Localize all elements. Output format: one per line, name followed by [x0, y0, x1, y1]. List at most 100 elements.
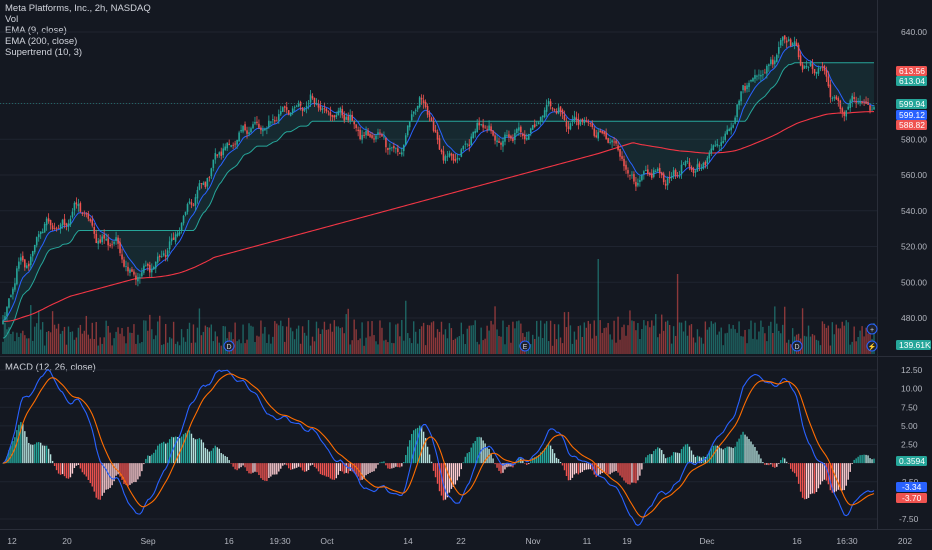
macd-histogram-bar [470, 447, 472, 464]
macd-histogram-bar [454, 463, 457, 485]
price-badge [896, 66, 927, 76]
macd-histogram-bar [103, 463, 105, 493]
macd-histogram-bar [53, 463, 56, 466]
macd-histogram-bar [627, 463, 629, 485]
macd-histogram-bar [478, 436, 480, 464]
volume-bar [728, 324, 730, 354]
volume-bar [861, 326, 863, 354]
volume-bar [760, 320, 762, 354]
volume-bar [351, 340, 353, 354]
macd-histogram-bar [264, 463, 266, 481]
volume-bar [355, 329, 357, 354]
macd-histogram-bar [125, 463, 127, 485]
candle-body [244, 124, 246, 131]
volume-bar [252, 326, 254, 354]
volume-bar [26, 338, 28, 354]
candle-body [654, 170, 657, 172]
candle-body [119, 242, 121, 254]
macd-histogram-bar [222, 454, 224, 464]
macd-histogram-bar [835, 463, 838, 492]
volume-bar [16, 332, 18, 354]
macd-histogram-bar [528, 463, 530, 465]
volume-bar [264, 326, 266, 354]
volume-bar [105, 320, 107, 354]
add-indicator-icon[interactable]: + [866, 323, 878, 335]
macd-histogram-bar [825, 463, 828, 481]
candle-body [236, 140, 238, 145]
volume-bar [159, 315, 161, 354]
dividend-icon[interactable]: D [223, 340, 235, 352]
macd-histogram-bar [216, 447, 218, 464]
volume-bar [766, 341, 768, 354]
candle-body [456, 158, 459, 160]
macd-histogram-bar [244, 463, 246, 468]
volume-bar [95, 321, 97, 354]
macd-histogram-bar [655, 449, 657, 464]
earnings-icon[interactable]: E [519, 340, 531, 352]
candle-body [39, 231, 42, 235]
candle-body [524, 134, 526, 140]
volume-bar [512, 321, 514, 354]
lightning-icon[interactable]: ⚡ [866, 340, 878, 352]
macd-histogram-bar [688, 446, 691, 464]
macd-histogram-bar [260, 463, 262, 479]
dividend-icon[interactable]: D [791, 340, 803, 352]
candle-body [190, 202, 193, 205]
macd-histogram-bar [742, 431, 744, 464]
macd-histogram-bar [506, 463, 508, 468]
candle-body [339, 107, 342, 113]
macd-histogram-bar [47, 448, 50, 464]
macd-histogram-bar [63, 463, 66, 477]
volume-bar [593, 320, 595, 354]
macd-histogram-bar [664, 458, 667, 464]
candle-body [327, 110, 330, 112]
candle-body [57, 228, 60, 229]
candle-body [363, 134, 365, 136]
volume-bar [125, 343, 127, 354]
candle-body [107, 238, 109, 246]
candle-body [601, 130, 603, 134]
candle-body [281, 107, 284, 112]
macd-histogram-bar [615, 463, 617, 471]
volume-bar [750, 320, 752, 354]
candle-body [768, 64, 770, 67]
time-tick-label: 202 [898, 536, 912, 546]
candle-body [131, 269, 133, 272]
macd-histogram-bar [81, 463, 84, 473]
volume-bar [81, 333, 84, 354]
candle-body [589, 122, 592, 124]
macd-histogram-bar [168, 439, 171, 464]
candle-body [565, 121, 568, 127]
volume-bar [659, 333, 661, 354]
volume-bar [617, 316, 619, 354]
candle-body [871, 109, 873, 111]
volume-bar [536, 320, 538, 354]
price-badge [896, 76, 927, 86]
candle-body [97, 240, 100, 244]
candle-body [466, 143, 469, 145]
candle-body [535, 125, 538, 127]
volume-bar [619, 339, 621, 354]
macd-histogram-bar [585, 463, 588, 470]
volume-bar [313, 341, 316, 354]
volume-bar [539, 320, 542, 354]
volume-bar [698, 336, 701, 354]
volume-bar [456, 337, 459, 354]
volume-bar [597, 259, 599, 354]
volume-bar [855, 341, 857, 354]
macd-histogram-bar [123, 463, 125, 484]
candle-body [174, 234, 177, 242]
time-tick-label: Dec [699, 536, 715, 546]
macd-histogram-bar [661, 450, 663, 464]
candle-body [113, 241, 115, 244]
candle-body [559, 106, 562, 112]
macd-histogram-bar [692, 454, 695, 464]
macd-histogram-bar [813, 463, 816, 494]
volume-bar [645, 325, 647, 354]
macd-histogram-bar [561, 463, 564, 466]
candle-body [450, 153, 453, 156]
candle-body [619, 149, 621, 157]
candle-body [341, 108, 344, 116]
volume-bar [498, 336, 500, 354]
